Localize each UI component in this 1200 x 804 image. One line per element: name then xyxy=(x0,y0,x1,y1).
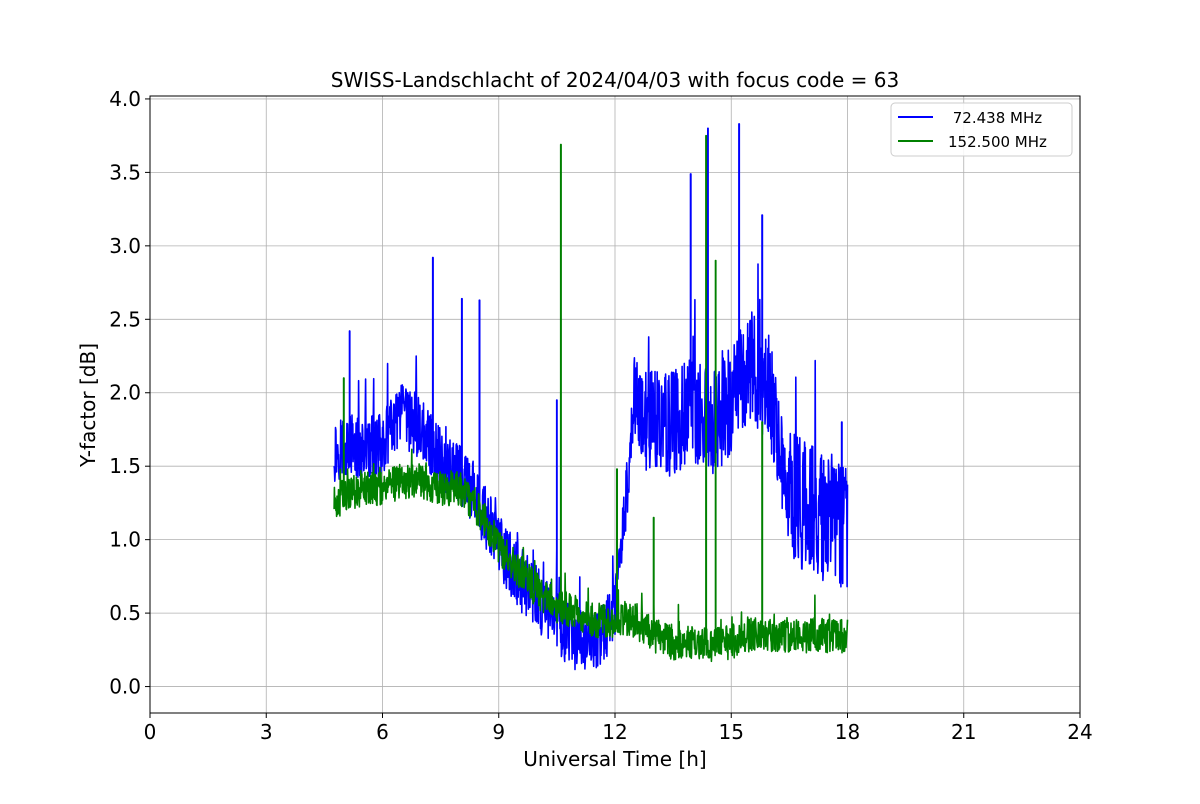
x-tick-label: 24 xyxy=(1067,720,1092,744)
y-tick-label: 1.0 xyxy=(109,528,141,552)
x-tick-label: 18 xyxy=(835,720,860,744)
x-axis-label: Universal Time [h] xyxy=(523,747,706,771)
y-tick-label: 3.5 xyxy=(109,160,141,184)
series-line-1 xyxy=(333,134,849,663)
legend-label-72mhz: 72.438 MHz xyxy=(948,109,1042,127)
x-tick-label: 0 xyxy=(144,720,157,744)
y-tick-label: 0.5 xyxy=(109,601,141,625)
x-tick-label: 21 xyxy=(951,720,976,744)
y-axis-label: Y-factor [dB] xyxy=(76,343,100,468)
y-tick-label: 2.0 xyxy=(109,381,141,405)
y-tick-label: 4.0 xyxy=(109,87,141,111)
x-tick-label: 3 xyxy=(260,720,273,744)
x-tick-label: 6 xyxy=(376,720,389,744)
y-tick-label: 2.5 xyxy=(109,307,141,331)
legend: 72.438 MHz 152.500 MHz xyxy=(890,102,1073,157)
legend-box xyxy=(890,102,1073,157)
legend-label-152mhz: 152.500 MHz xyxy=(948,133,1047,151)
plot-area xyxy=(333,123,849,671)
chart-title: SWISS-Landschlacht of 2024/04/03 with fo… xyxy=(331,68,899,92)
y-tick-label: 3.0 xyxy=(109,234,141,258)
x-tick-label: 12 xyxy=(602,720,627,744)
x-tick-label: 15 xyxy=(719,720,744,744)
x-tick-label: 9 xyxy=(492,720,505,744)
y-tick-label: 0.0 xyxy=(109,675,141,699)
y-tick-label: 1.5 xyxy=(109,454,141,478)
axis-ticks: 0 3 6 9 12 15 18 21 24 0.0 0.5 1.0 1.5 2.0 2.5 3.0 3.5 4.… xyxy=(109,87,1093,744)
